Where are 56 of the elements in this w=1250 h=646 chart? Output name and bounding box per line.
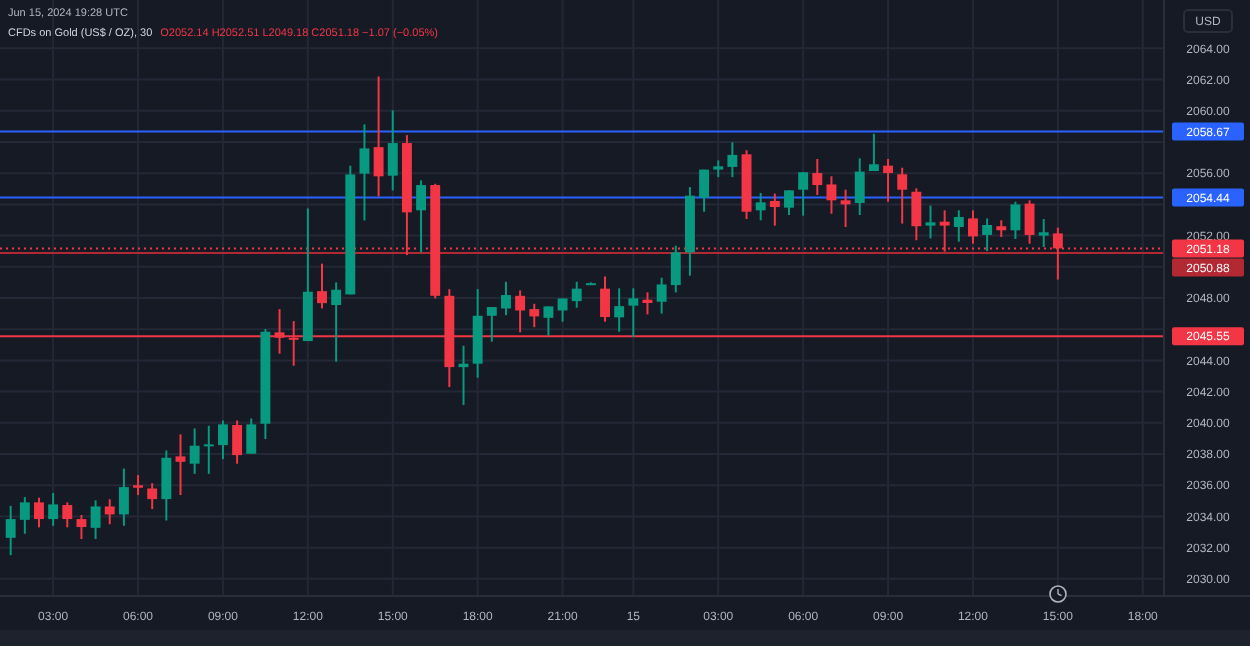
candlestick [897, 166, 908, 225]
candlestick [147, 482, 158, 511]
candlestick [656, 276, 667, 315]
candlestick [727, 141, 738, 179]
candlestick [246, 417, 257, 455]
candlestick [925, 204, 936, 240]
candlestick [232, 419, 243, 465]
candlestick [501, 280, 511, 317]
candlestick [543, 305, 554, 337]
candlestick [1010, 200, 1021, 241]
candlestick [387, 109, 398, 192]
candlestick [118, 467, 129, 527]
candlestick [826, 175, 837, 215]
candlestick [840, 188, 851, 229]
candlestick [600, 275, 610, 323]
candlestick [317, 262, 327, 310]
candlestick [769, 192, 780, 227]
candlestick [62, 501, 73, 529]
candlestick [133, 474, 143, 497]
candlestick [1038, 218, 1049, 248]
candlestick [982, 217, 993, 253]
candlestick [755, 192, 766, 222]
candlestick [175, 433, 186, 497]
candlestick [48, 492, 59, 527]
candlestick [161, 449, 172, 522]
candlestick [472, 288, 483, 379]
candlestick [416, 179, 427, 254]
candlestick [614, 287, 625, 333]
candlestick [217, 419, 228, 461]
candlestick [359, 123, 370, 222]
candlestick [34, 496, 44, 529]
candlestick [628, 287, 639, 339]
candlestick [373, 75, 384, 198]
candlestick [76, 514, 87, 541]
candlestick [812, 157, 823, 197]
candlestick [911, 187, 922, 242]
candlestick [798, 171, 809, 217]
candlestick [529, 302, 540, 329]
candlestick [699, 168, 710, 213]
candlestick [5, 504, 16, 557]
candlestick [189, 427, 200, 475]
candlestick [868, 132, 879, 172]
candlestick [203, 424, 214, 475]
candlestick [854, 157, 865, 216]
candlestick [1024, 199, 1035, 245]
candlestick [953, 209, 964, 243]
candlestick [104, 498, 115, 526]
candlestick [19, 496, 30, 535]
candlestick [486, 306, 497, 343]
candlestick [331, 281, 342, 363]
candlestick [571, 280, 582, 309]
candlestick [883, 157, 893, 203]
candlestick [90, 499, 101, 541]
candlestick [784, 189, 794, 216]
candlestick [557, 297, 568, 323]
candlestick [670, 244, 681, 294]
